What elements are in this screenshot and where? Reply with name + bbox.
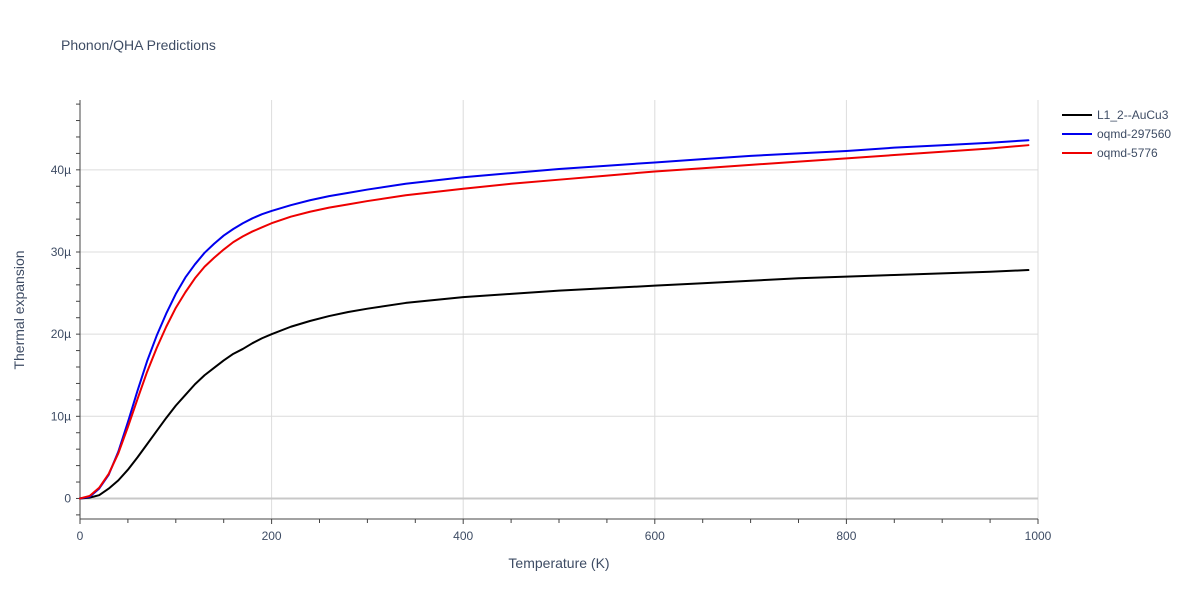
x-tick-label: 200 bbox=[262, 529, 282, 543]
legend-label[interactable]: oqmd-297560 bbox=[1097, 127, 1171, 141]
y-tick-label: 20µ bbox=[51, 327, 71, 341]
y-axis-title: Thermal expansion bbox=[11, 250, 27, 369]
series-line-2 bbox=[79, 139, 1030, 500]
y-tick-label: 30µ bbox=[51, 245, 71, 259]
x-tick-label: 400 bbox=[453, 529, 473, 543]
chart-title: Phonon/QHA Predictions bbox=[61, 37, 216, 53]
grid bbox=[80, 100, 1039, 519]
plot-area bbox=[79, 139, 1030, 500]
legend-label[interactable]: L1_2--AuCu3 bbox=[1097, 108, 1169, 122]
y-tick-label: 0 bbox=[64, 491, 71, 505]
y-tick-label: 10µ bbox=[51, 409, 71, 423]
series-line-3 bbox=[79, 144, 1030, 500]
axes: 0 200 400 600 800 1000 0 10µ 20µ 30µ 40µ bbox=[51, 100, 1052, 543]
series-line-1 bbox=[79, 269, 1030, 500]
x-tick-label: 600 bbox=[645, 529, 665, 543]
y-tick-label: 40µ bbox=[51, 163, 71, 177]
legend: L1_2--AuCu3 oqmd-297560 oqmd-5776 bbox=[1062, 108, 1171, 160]
legend-label[interactable]: oqmd-5776 bbox=[1097, 146, 1158, 160]
x-tick-label: 1000 bbox=[1025, 529, 1052, 543]
x-tick-label: 800 bbox=[836, 529, 856, 543]
x-axis-title: Temperature (K) bbox=[508, 555, 609, 571]
x-tick-label: 0 bbox=[77, 529, 84, 543]
